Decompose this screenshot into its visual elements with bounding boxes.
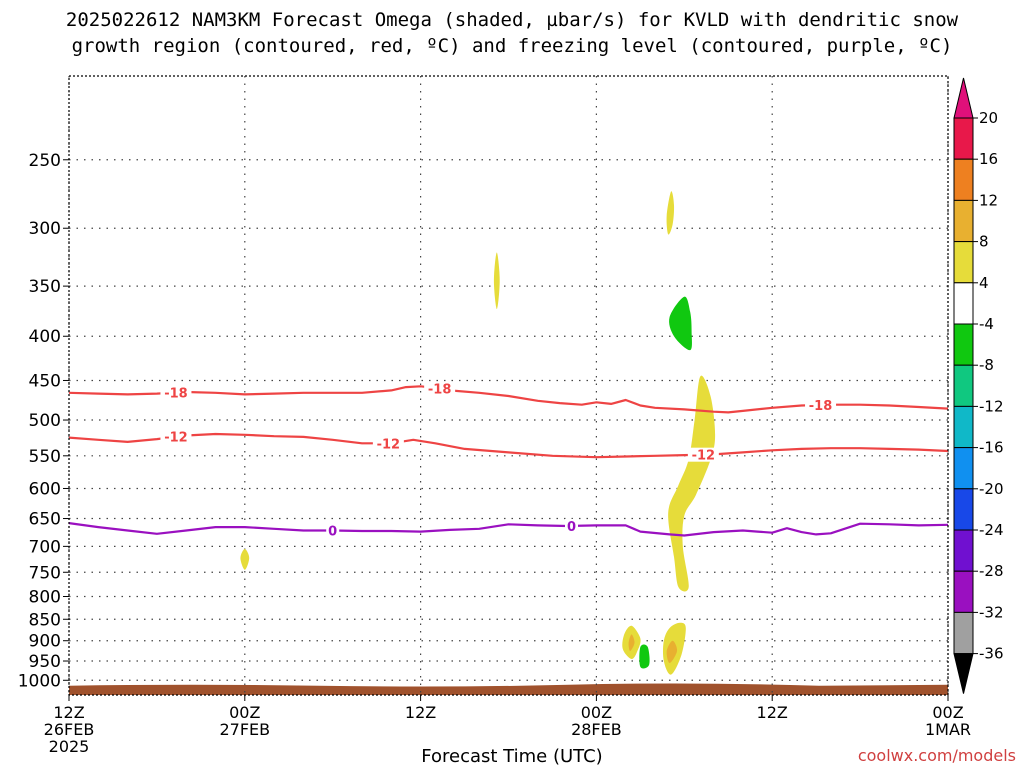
colorbar-label: -28 <box>979 562 1004 580</box>
contour-label-bg <box>160 385 192 400</box>
chart-title-line1: 2025022612 NAM3KM Forecast Omega (shaded… <box>65 9 959 31</box>
contour-label: -12 <box>164 431 188 446</box>
omega-shaded-region <box>639 644 650 669</box>
dendritic-contour-m12 <box>68 432 949 459</box>
contour-label-bg <box>687 447 719 462</box>
colorbar-swatch <box>953 570 974 613</box>
colorbar-label: -36 <box>979 645 1004 663</box>
contour-label: -18 <box>428 383 452 398</box>
x-tick-label: 27FEB <box>219 720 270 739</box>
colorbar-swatch <box>953 364 974 407</box>
colorbar-swatch <box>953 529 974 572</box>
x-tick-label: 1MAR <box>925 720 971 739</box>
dendritic-contour-m18 <box>68 385 949 414</box>
y-tick-label: 600 <box>29 479 61 499</box>
x-tick-label: 12Z <box>405 703 436 722</box>
y-tick-label: 800 <box>29 587 61 607</box>
colorbar-swatch <box>953 158 974 201</box>
colorbar-label: -16 <box>979 439 1004 457</box>
colorbar-label: -32 <box>979 603 1004 621</box>
colorbar-label: 12 <box>979 191 998 209</box>
colorbar-swatch <box>953 241 974 284</box>
omega-shaded-region <box>666 640 678 663</box>
contour-label: 0 <box>328 524 337 539</box>
x-tick-label: 2025 <box>49 737 90 756</box>
y-tick-label: 650 <box>29 510 61 530</box>
omega-shaded-region <box>628 634 635 651</box>
terrain-ground <box>69 683 948 695</box>
x-tick-label: 00Z <box>932 703 963 722</box>
contour-label: -18 <box>164 387 188 402</box>
colorbar-top-extend <box>953 77 974 119</box>
y-tick-label: 850 <box>29 610 61 630</box>
colorbar-swatch <box>953 323 974 366</box>
y-tick-label: 400 <box>29 327 61 347</box>
colorbar-label: -4 <box>979 315 994 333</box>
omega-shaded-region <box>240 549 250 570</box>
omega-shaded-region <box>666 191 675 235</box>
omega-shaded-region <box>669 296 692 351</box>
omega-shaded-region <box>668 375 716 592</box>
colorbar-label: 16 <box>979 150 998 168</box>
plot-frame <box>68 75 949 696</box>
x-tick-label: 00Z <box>581 703 612 722</box>
y-tick-label: 350 <box>29 277 61 297</box>
omega-shaded-region <box>493 252 500 309</box>
y-tick-label: 250 <box>29 151 61 171</box>
contour-label-bg <box>564 518 578 533</box>
colorbar-label: -24 <box>979 521 1004 539</box>
contour-label: 0 <box>567 520 576 535</box>
colorbar-label: -12 <box>979 397 1004 415</box>
colorbar-label: 8 <box>979 233 989 251</box>
colorbar-swatch <box>953 611 974 655</box>
chart-title-line2: growth region (contoured, red, ºC) and f… <box>71 35 953 57</box>
y-tick-label: 500 <box>29 411 61 431</box>
contour-label: -12 <box>692 449 716 464</box>
contour-label: -18 <box>809 399 833 414</box>
colorbar-label: 4 <box>979 274 989 292</box>
colorbar-swatch <box>953 488 974 531</box>
colorbar-swatch <box>953 447 974 490</box>
contour-label-bg <box>805 397 837 412</box>
contour-label: -12 <box>377 437 401 452</box>
y-tick-label: 700 <box>29 537 61 557</box>
x-tick-label: 12Z <box>53 703 84 722</box>
contour-label-bg <box>372 436 404 451</box>
x-axis-title: Forecast Time (UTC) <box>421 746 603 767</box>
plot-area <box>69 76 948 695</box>
colorbar-bottom-extend <box>953 653 974 694</box>
colorbar-label: 20 <box>979 109 998 127</box>
colorbar-swatch <box>953 117 974 160</box>
colorbar-label: -20 <box>979 480 1004 498</box>
x-tick-label: 28FEB <box>571 720 622 739</box>
contour-label-bg <box>326 523 340 538</box>
colorbar-swatch <box>953 282 974 325</box>
x-tick-label: 12Z <box>757 703 788 722</box>
y-tick-label: 750 <box>29 563 61 583</box>
y-tick-label: 300 <box>29 219 61 239</box>
colorbar-swatch <box>953 199 974 243</box>
y-tick-label: 1000 <box>18 671 61 691</box>
contour-label-bg <box>424 381 456 396</box>
contour-label-bg <box>160 429 192 444</box>
source-credit: coolwx.com/models <box>857 746 1016 765</box>
x-tick-label: 26FEB <box>44 720 95 739</box>
y-tick-label: 450 <box>29 371 61 391</box>
y-tick-label: 950 <box>29 652 61 672</box>
y-tick-label: 550 <box>29 447 61 467</box>
y-tick-label: 900 <box>29 632 61 652</box>
colorbar-swatch <box>953 405 974 449</box>
x-tick-label: 00Z <box>229 703 260 722</box>
colorbar-label: -8 <box>979 356 994 374</box>
